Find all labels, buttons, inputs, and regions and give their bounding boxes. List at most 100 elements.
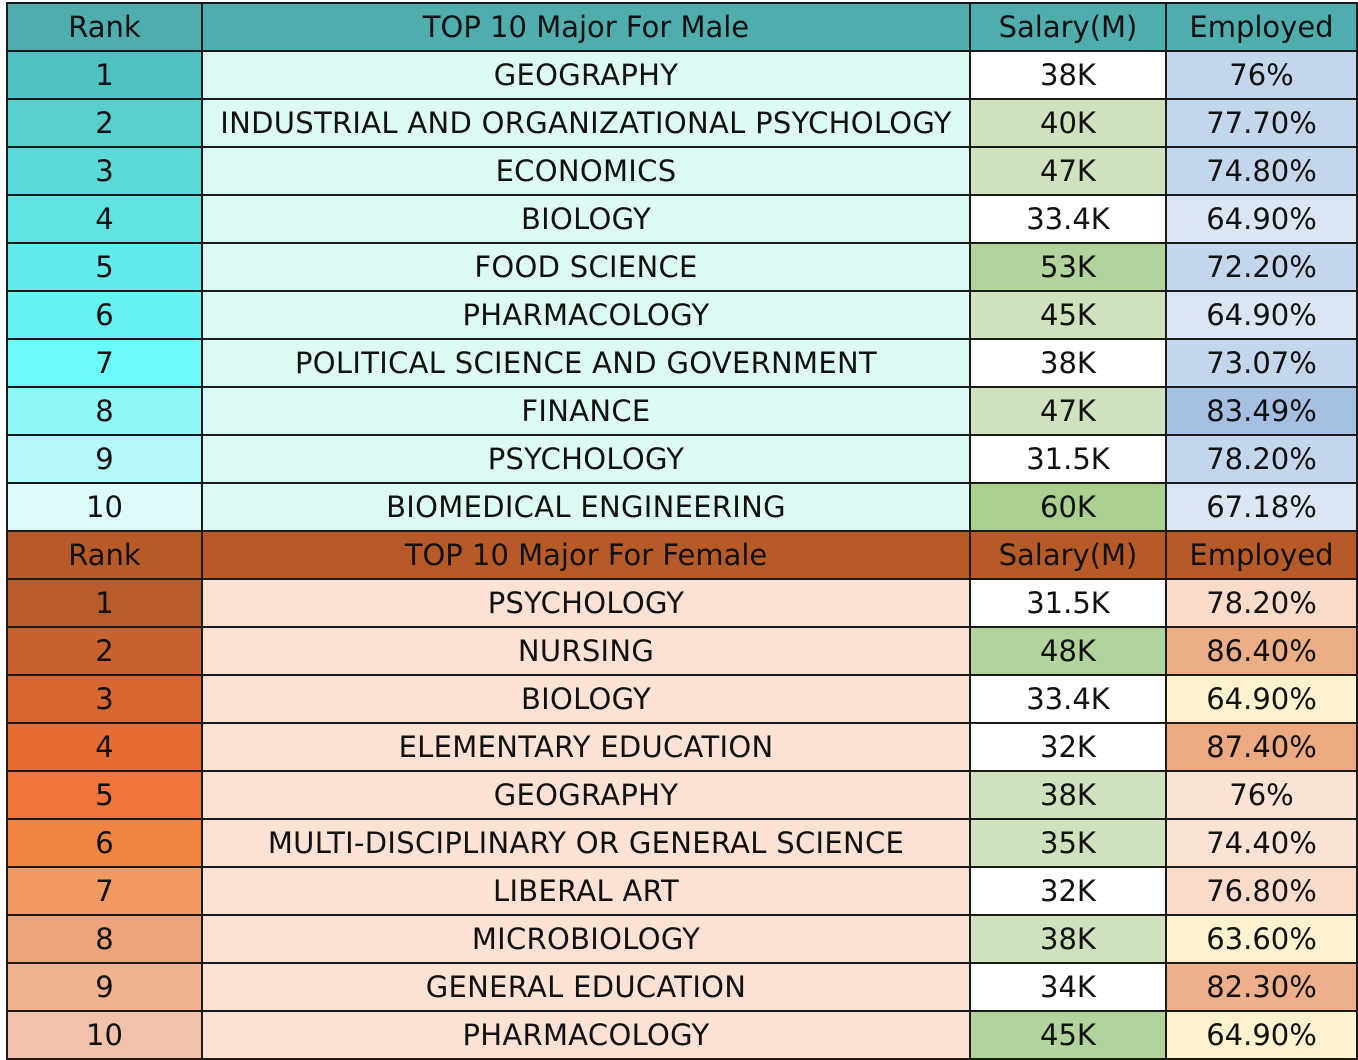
male-employed-cell[interactable]: 83.49% (1165, 386, 1358, 436)
female-salary-cell[interactable]: 31.5K (969, 578, 1167, 628)
male-employed-cell[interactable]: 73.07% (1165, 338, 1358, 388)
female-major-cell[interactable]: ELEMENTARY EDUCATION (201, 722, 971, 772)
male-rank-cell[interactable]: 8 (6, 386, 203, 436)
female-rank-cell[interactable]: 9 (6, 962, 203, 1012)
female-rank-cell[interactable]: 10 (6, 1010, 203, 1060)
female-major-cell[interactable]: PSYCHOLOGY (201, 578, 971, 628)
male-salary-cell[interactable]: 31.5K (969, 434, 1167, 484)
female-table-row: 5 GEOGRAPHY 38K 76% (6, 770, 1358, 820)
female-employed-cell[interactable]: 64.90% (1165, 1010, 1358, 1060)
male-salary-cell[interactable]: 47K (969, 386, 1167, 436)
male-employed-cell[interactable]: 64.90% (1165, 194, 1358, 244)
male-major-cell[interactable]: FOOD SCIENCE (201, 242, 971, 292)
male-major-cell[interactable]: BIOLOGY (201, 194, 971, 244)
male-table-row: 9 PSYCHOLOGY 31.5K 78.20% (6, 434, 1358, 484)
female-employed-cell[interactable]: 74.40% (1165, 818, 1358, 868)
female-major-cell[interactable]: MULTI-DISCIPLINARY OR GENERAL SCIENCE (201, 818, 971, 868)
male-rank-cell[interactable]: 1 (6, 50, 203, 100)
male-salary-cell[interactable]: 60K (969, 482, 1167, 532)
male-employed-header[interactable]: Employed (1165, 2, 1358, 52)
female-rank-cell[interactable]: 8 (6, 914, 203, 964)
female-rank-cell[interactable]: 4 (6, 722, 203, 772)
female-major-header[interactable]: TOP 10 Major For Female (201, 530, 971, 580)
male-major-cell[interactable]: FINANCE (201, 386, 971, 436)
male-major-cell[interactable]: GEOGRAPHY (201, 50, 971, 100)
female-rank-cell[interactable]: 6 (6, 818, 203, 868)
male-salary-cell[interactable]: 53K (969, 242, 1167, 292)
female-rank-cell[interactable]: 5 (6, 770, 203, 820)
male-employed-cell[interactable]: 76% (1165, 50, 1358, 100)
male-table-row: 7 POLITICAL SCIENCE AND GOVERNMENT 38K 73.0… (6, 338, 1358, 388)
male-salary-cell[interactable]: 33.4K (969, 194, 1167, 244)
male-salary-cell[interactable]: 38K (969, 338, 1167, 388)
male-rank-cell[interactable]: 3 (6, 146, 203, 196)
male-rank-cell[interactable]: 9 (6, 434, 203, 484)
male-header-row: Rank TOP 10 Major For Male Salary(M) Employ… (6, 2, 1358, 52)
male-employed-cell[interactable]: 78.20% (1165, 434, 1358, 484)
male-rank-cell[interactable]: 6 (6, 290, 203, 340)
male-table-row: 2 INDUSTRIAL AND ORGANIZATIONAL PSYCHOLOG… (6, 98, 1358, 148)
male-major-cell[interactable]: PHARMACOLOGY (201, 290, 971, 340)
female-rank-header[interactable]: Rank (6, 530, 203, 580)
male-salary-header[interactable]: Salary(M) (969, 2, 1167, 52)
male-employed-cell[interactable]: 74.80% (1165, 146, 1358, 196)
female-salary-cell[interactable]: 35K (969, 818, 1167, 868)
male-major-cell[interactable]: PSYCHOLOGY (201, 434, 971, 484)
male-employed-cell[interactable]: 77.70% (1165, 98, 1358, 148)
female-salary-cell[interactable]: 32K (969, 722, 1167, 772)
male-major-cell[interactable]: POLITICAL SCIENCE AND GOVERNMENT (201, 338, 971, 388)
male-salary-cell[interactable]: 45K (969, 290, 1167, 340)
female-rank-cell[interactable]: 7 (6, 866, 203, 916)
female-major-cell[interactable]: GEOGRAPHY (201, 770, 971, 820)
male-rank-cell[interactable]: 4 (6, 194, 203, 244)
male-employed-cell[interactable]: 67.18% (1165, 482, 1358, 532)
male-rank-header[interactable]: Rank (6, 2, 203, 52)
female-major-cell[interactable]: GENERAL EDUCATION (201, 962, 971, 1012)
female-employed-cell[interactable]: 76.80% (1165, 866, 1358, 916)
female-employed-header[interactable]: Employed (1165, 530, 1358, 580)
female-major-cell[interactable]: PHARMACOLOGY (201, 1010, 971, 1060)
male-salary-cell[interactable]: 38K (969, 50, 1167, 100)
female-employed-cell[interactable]: 82.30% (1165, 962, 1358, 1012)
female-salary-cell[interactable]: 34K (969, 962, 1167, 1012)
male-table-row: 5 FOOD SCIENCE 53K 72.20% (6, 242, 1358, 292)
male-table-row: 3 ECONOMICS 47K 74.80% (6, 146, 1358, 196)
male-salary-cell[interactable]: 47K (969, 146, 1167, 196)
female-salary-cell[interactable]: 32K (969, 866, 1167, 916)
male-employed-cell[interactable]: 72.20% (1165, 242, 1358, 292)
male-major-cell[interactable]: BIOMEDICAL ENGINEERING (201, 482, 971, 532)
male-employed-cell[interactable]: 64.90% (1165, 290, 1358, 340)
female-rank-cell[interactable]: 3 (6, 674, 203, 724)
female-header-row: Rank TOP 10 Major For Female Salary(M) Empl… (6, 530, 1358, 580)
male-major-cell[interactable]: INDUSTRIAL AND ORGANIZATIONAL PSYCHOLOGY (201, 98, 971, 148)
male-rank-cell[interactable]: 2 (6, 98, 203, 148)
male-rank-cell[interactable]: 10 (6, 482, 203, 532)
male-rank-cell[interactable]: 7 (6, 338, 203, 388)
female-salary-cell[interactable]: 38K (969, 914, 1167, 964)
female-major-cell[interactable]: MICROBIOLOGY (201, 914, 971, 964)
female-salary-cell[interactable]: 38K (969, 770, 1167, 820)
female-table-row: 9 GENERAL EDUCATION 34K 82.30% (6, 962, 1358, 1012)
female-employed-cell[interactable]: 78.20% (1165, 578, 1358, 628)
female-employed-cell[interactable]: 76% (1165, 770, 1358, 820)
female-major-cell[interactable]: LIBERAL ART (201, 866, 971, 916)
male-salary-cell[interactable]: 40K (969, 98, 1167, 148)
female-employed-cell[interactable]: 87.40% (1165, 722, 1358, 772)
female-table-row: 7 LIBERAL ART 32K 76.80% (6, 866, 1358, 916)
female-table-row: 6 MULTI-DISCIPLINARY OR GENERAL SCIENCE 35… (6, 818, 1358, 868)
male-rank-cell[interactable]: 5 (6, 242, 203, 292)
female-rank-cell[interactable]: 1 (6, 578, 203, 628)
female-employed-cell[interactable]: 64.90% (1165, 674, 1358, 724)
female-rank-cell[interactable]: 2 (6, 626, 203, 676)
female-salary-header[interactable]: Salary(M) (969, 530, 1167, 580)
female-employed-cell[interactable]: 63.60% (1165, 914, 1358, 964)
female-salary-cell[interactable]: 33.4K (969, 674, 1167, 724)
male-major-header[interactable]: TOP 10 Major For Male (201, 2, 971, 52)
female-salary-cell[interactable]: 45K (969, 1010, 1167, 1060)
female-table-row: 4 ELEMENTARY EDUCATION 32K 87.40% (6, 722, 1358, 772)
female-employed-cell[interactable]: 86.40% (1165, 626, 1358, 676)
female-salary-cell[interactable]: 48K (969, 626, 1167, 676)
female-major-cell[interactable]: BIOLOGY (201, 674, 971, 724)
male-major-cell[interactable]: ECONOMICS (201, 146, 971, 196)
female-major-cell[interactable]: NURSING (201, 626, 971, 676)
